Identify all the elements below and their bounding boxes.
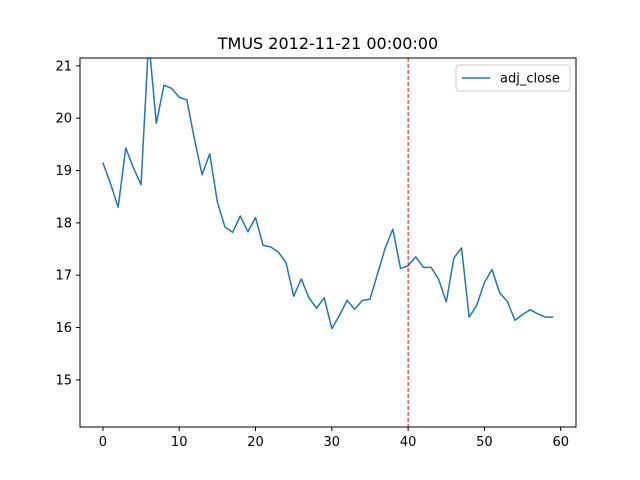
legend-box xyxy=(455,64,571,92)
y-tick-label: 17 xyxy=(55,269,72,284)
y-tick-label: 15 xyxy=(55,373,72,388)
y-tick-label: 16 xyxy=(55,321,72,336)
x-tick-label: 60 xyxy=(552,435,569,450)
x-tick-label: 20 xyxy=(247,435,264,450)
y-axis: 15 16 17 18 19 20 21 xyxy=(55,59,80,388)
x-tick-label: 0 xyxy=(99,435,107,450)
y-tick-label: 19 xyxy=(55,164,72,179)
x-tick-label: 30 xyxy=(324,435,341,450)
x-tick-label: 10 xyxy=(171,435,188,450)
legend-label: adj_close xyxy=(500,72,560,87)
y-tick-label: 20 xyxy=(55,112,72,127)
axes-frame xyxy=(79,57,577,428)
x-tick-label: 50 xyxy=(476,435,493,450)
y-tick-label: 18 xyxy=(55,216,72,231)
x-tick-label: 40 xyxy=(400,435,417,450)
legend: adj_close xyxy=(455,64,571,92)
chart-title: TMUS 2012-11-21 00:00:00 xyxy=(217,34,438,53)
y-tick-label: 21 xyxy=(55,59,72,74)
x-axis: 0 10 20 30 40 50 60 xyxy=(99,427,569,450)
plot-area xyxy=(102,58,554,427)
series-line-adj_close xyxy=(102,58,554,330)
